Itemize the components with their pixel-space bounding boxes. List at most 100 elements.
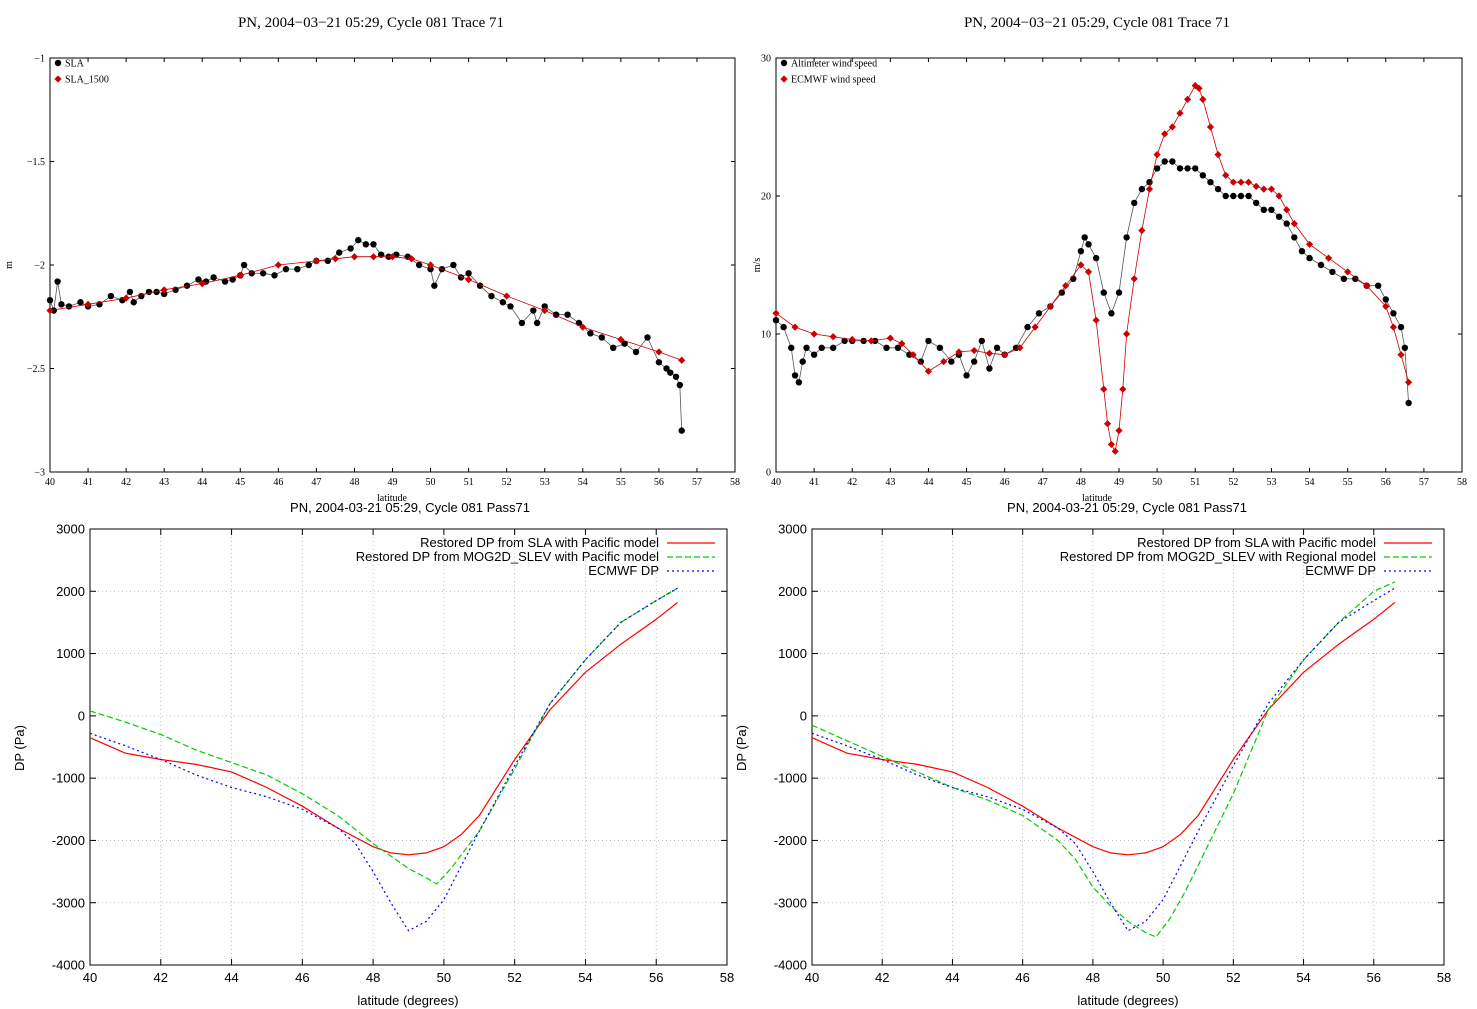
data-point: [427, 265, 434, 273]
y-tick-label: 0: [800, 708, 807, 723]
x-axis-label: latitude: [377, 493, 408, 504]
chart-title: PN, 2004-03-21 05:29, Cycle 081 Pass71: [290, 500, 530, 515]
x-tick-label: 58: [720, 970, 734, 985]
data-point: [541, 303, 548, 310]
data-point: [1222, 171, 1230, 179]
data-point: [1024, 323, 1031, 331]
data-point: [772, 317, 780, 324]
data-point: [1237, 192, 1245, 200]
data-point: [65, 303, 73, 310]
x-tick-label: 51: [1190, 477, 1200, 488]
y-tick-label: 3000: [778, 522, 807, 537]
data-point: [1252, 182, 1260, 190]
x-tick-label: 50: [437, 970, 451, 985]
data-point: [644, 334, 651, 341]
data-point: [1115, 289, 1123, 296]
data-point: [1092, 254, 1100, 262]
data-point: [518, 319, 526, 327]
x-tick-label: 56: [649, 970, 663, 985]
data-point: [829, 333, 837, 341]
y-tick-label: −1: [34, 54, 45, 65]
data-point: [1153, 165, 1161, 172]
x-tick-label: 41: [809, 477, 819, 488]
data-point: [50, 307, 58, 314]
data-point: [1108, 310, 1115, 317]
data-point: [369, 253, 378, 261]
x-tick-label: 54: [578, 477, 588, 488]
x-tick-label: 57: [1419, 477, 1429, 488]
series-line: [811, 581, 1396, 938]
data-point: [1325, 254, 1333, 262]
data-point: [107, 292, 115, 300]
data-point: [1275, 213, 1283, 220]
data-point: [909, 351, 917, 359]
data-point: [970, 358, 978, 365]
y-tick-label: -2000: [52, 833, 85, 848]
x-tick-label: 46: [295, 970, 309, 985]
data-point: [362, 241, 370, 248]
data-point: [530, 307, 537, 314]
data-point: [978, 337, 985, 345]
x-tick-label: 40: [45, 477, 55, 488]
x-tick-label: 41: [83, 477, 93, 488]
x-tick-label: 58: [1457, 477, 1467, 488]
chart-title: PN, 2004−03−21 05:29, Cycle 081 Trace 71: [238, 15, 504, 31]
data-point: [810, 351, 818, 358]
data-point: [507, 303, 514, 310]
data-point: [122, 294, 130, 302]
legend-marker: [54, 59, 62, 67]
data-point: [407, 255, 416, 263]
data-point: [499, 299, 507, 306]
data-point: [883, 344, 890, 351]
series-0: [46, 236, 685, 434]
x-tick-label: 45: [235, 477, 245, 488]
x-tick-label: 52: [1228, 477, 1238, 488]
data-point: [195, 276, 202, 283]
data-point: [1230, 192, 1237, 200]
data-point: [1401, 344, 1409, 351]
x-tick-label: 50: [426, 477, 436, 488]
data-point: [426, 261, 435, 269]
data-point: [1260, 185, 1268, 193]
data-point: [488, 292, 495, 300]
data-point: [1344, 268, 1352, 276]
x-tick-label: 54: [1296, 970, 1310, 985]
data-point: [54, 278, 61, 285]
data-point: [1184, 95, 1192, 103]
data-point: [84, 300, 92, 308]
data-point: [1207, 179, 1214, 186]
data-point: [1100, 385, 1108, 393]
legend-label: Restored DP from SLA with Pacific model: [420, 535, 659, 550]
data-point: [676, 381, 684, 389]
x-tick-label: 53: [1266, 477, 1276, 488]
data-point: [1131, 199, 1138, 207]
data-point: [465, 270, 472, 277]
data-point: [795, 379, 803, 386]
x-tick-label: 56: [1367, 970, 1381, 985]
data-point: [1382, 302, 1390, 310]
data-point: [377, 251, 385, 258]
data-point: [533, 319, 541, 327]
data-point: [1214, 151, 1222, 159]
chart-title: PN, 2004-03-21 05:29, Cycle 081 Pass71: [1007, 500, 1247, 515]
x-tick-label: 56: [654, 477, 664, 488]
y-tick-label: -4000: [774, 958, 807, 973]
data-point: [331, 255, 340, 263]
x-tick-label: 50: [1156, 970, 1170, 985]
x-tick-label: 48: [1076, 477, 1086, 488]
data-point: [1397, 351, 1405, 359]
data-point: [347, 245, 354, 252]
x-tick-label: 40: [83, 970, 97, 985]
data-point: [1260, 206, 1268, 213]
data-point: [936, 344, 944, 351]
data-point: [1161, 130, 1169, 138]
data-point: [58, 301, 65, 308]
data-point: [294, 265, 301, 273]
data-point: [1161, 158, 1168, 165]
x-tick-label: 48: [1086, 970, 1100, 985]
y-tick-label: 0: [78, 708, 85, 723]
data-point: [1012, 344, 1020, 351]
data-point: [1031, 323, 1039, 331]
y-tick-label: 2000: [778, 584, 807, 599]
